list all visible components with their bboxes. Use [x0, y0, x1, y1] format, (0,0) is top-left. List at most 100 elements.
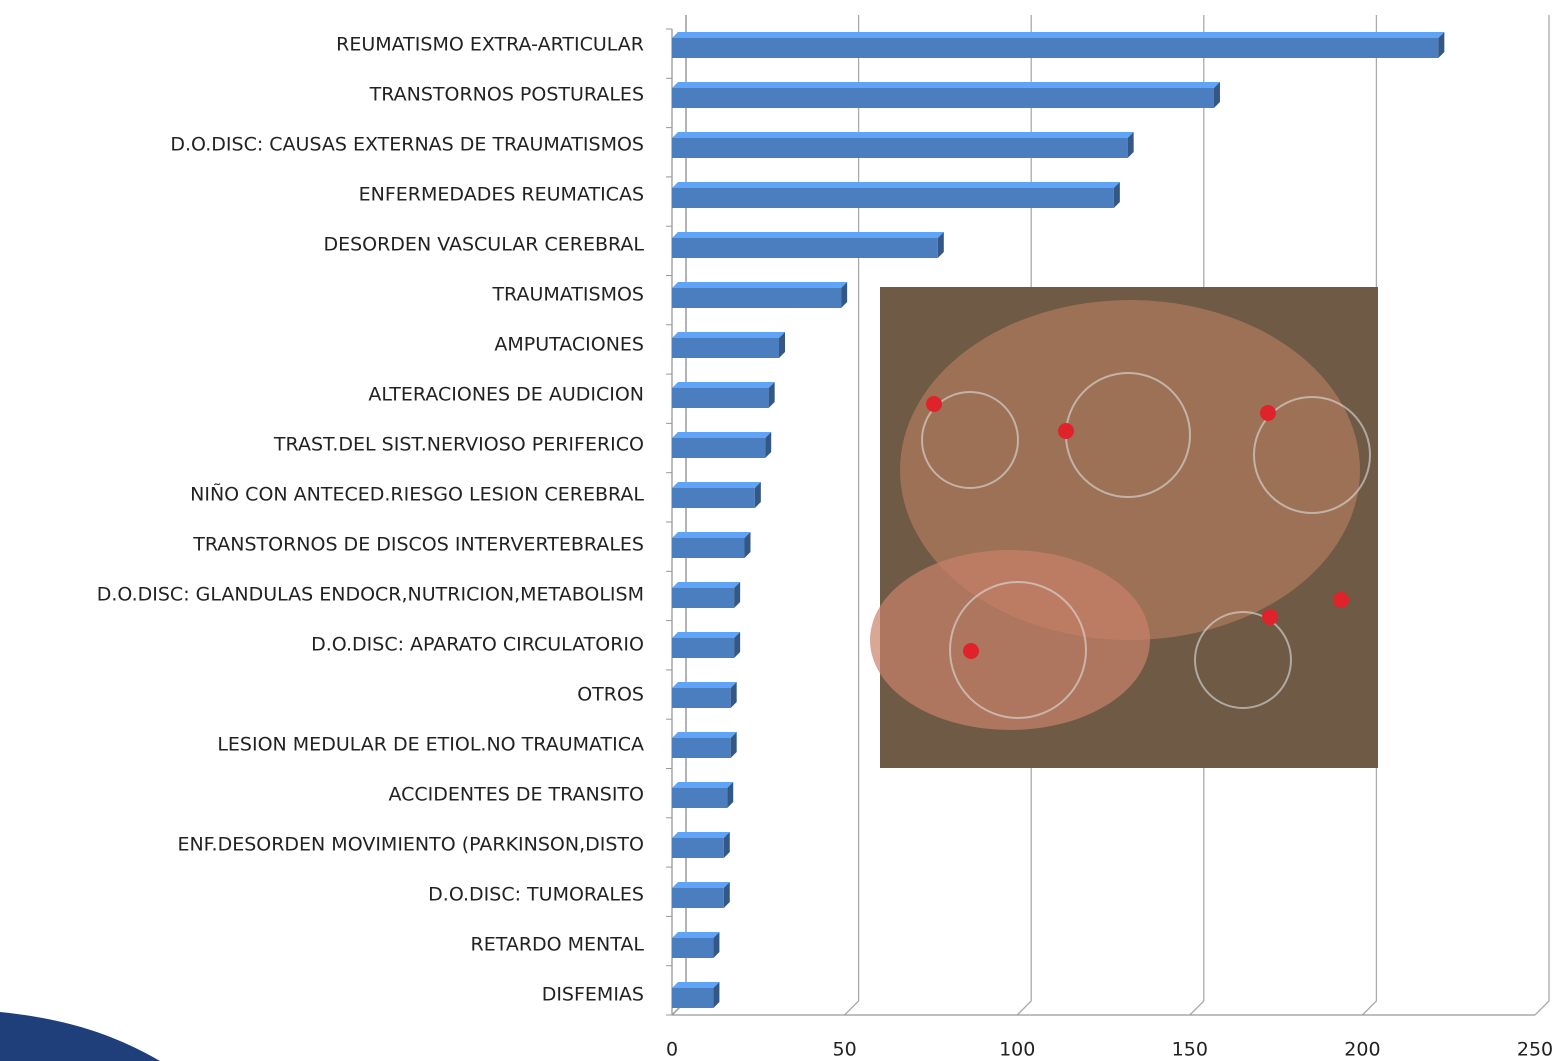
photo-dot — [1058, 423, 1074, 439]
bar-top — [672, 732, 737, 738]
y-tick-label: D.O.DISC: GLANDULAS ENDOCR,NUTRICION,MET… — [97, 584, 644, 606]
bar-top — [672, 332, 785, 338]
y-tick-label: D.O.DISC: APARATO CIRCULATORIO — [311, 634, 644, 656]
bar — [672, 482, 761, 508]
bar — [672, 682, 737, 708]
y-tick-label: OTROS — [577, 684, 644, 706]
grid-line — [845, 15, 859, 1015]
bar — [672, 882, 730, 908]
bar — [672, 132, 1134, 158]
bar — [672, 632, 740, 658]
y-tick-label: AMPUTACIONES — [494, 334, 644, 356]
bar-front — [672, 938, 713, 958]
bar-top — [672, 632, 740, 638]
bar-front — [672, 838, 724, 858]
y-tick-label: NIÑO CON ANTECED.RIESGO LESION CEREBRAL — [190, 483, 644, 506]
bar-top — [672, 382, 775, 388]
bar-front — [672, 488, 755, 508]
y-tick-label: RETARDO MENTAL — [471, 934, 645, 956]
bar-front — [672, 438, 765, 458]
bar — [672, 182, 1120, 208]
photo-dot — [1260, 405, 1276, 421]
bar-top — [672, 132, 1134, 138]
bar-top — [672, 932, 719, 938]
bar-front — [672, 788, 727, 808]
bar-front — [672, 538, 744, 558]
bar-top — [672, 582, 740, 588]
y-tick-label: ENF.DESORDEN MOVIMIENTO (PARKINSON,DISTO — [177, 834, 644, 856]
bar-top — [672, 832, 730, 838]
bar — [672, 232, 944, 258]
photo-dot — [926, 396, 942, 412]
bar-top — [672, 282, 847, 288]
bar-front — [672, 638, 734, 658]
x-tick-label: 50 — [833, 1039, 857, 1061]
y-tick-label: ALTERACIONES DE AUDICION — [368, 384, 644, 406]
bar-front — [672, 88, 1214, 108]
bar — [672, 532, 750, 558]
decor-swoosh — [0, 1012, 160, 1061]
bar-top — [672, 32, 1444, 38]
bar — [672, 832, 730, 858]
bar-front — [672, 388, 769, 408]
bar-top — [672, 682, 737, 688]
bar — [672, 782, 733, 808]
bar-front — [672, 38, 1438, 58]
bar-front — [672, 588, 734, 608]
bar-top — [672, 882, 730, 888]
bar — [672, 582, 740, 608]
x-tick-label: 100 — [999, 1039, 1035, 1061]
photo-figure — [870, 550, 1150, 730]
bar — [672, 382, 775, 408]
photo-dot — [1333, 592, 1349, 608]
x-tick-label: 250 — [1517, 1039, 1553, 1061]
y-tick-label: LESION MEDULAR DE ETIOL.NO TRAUMATICA — [217, 734, 644, 756]
bar-top — [672, 182, 1120, 188]
photo-dot — [1262, 609, 1278, 625]
bar-front — [672, 238, 938, 258]
y-tick-label: D.O.DISC: CAUSAS EXTERNAS DE TRAUMATISMO… — [170, 134, 644, 156]
x-tick-label: 200 — [1344, 1039, 1380, 1061]
bar — [672, 282, 847, 308]
y-tick-label: D.O.DISC: TUMORALES — [428, 884, 644, 906]
bar-front — [672, 288, 841, 308]
bar-top — [672, 782, 733, 788]
photo-dot — [963, 643, 979, 659]
bar-top — [672, 532, 750, 538]
bar-top — [672, 432, 771, 438]
bar — [672, 982, 719, 1008]
bar — [672, 732, 737, 758]
axis-line — [672, 15, 686, 1015]
y-tick-label: TRANSTORNOS POSTURALES — [369, 84, 644, 106]
bar — [672, 432, 771, 458]
grid-line — [1535, 15, 1549, 1015]
bar — [672, 332, 785, 358]
bar-top — [672, 982, 719, 988]
bar-top — [672, 82, 1220, 88]
y-tick-label: ACCIDENTES DE TRANSITO — [388, 784, 644, 806]
y-tick-label: TRANSTORNOS DE DISCOS INTERVERTEBRALES — [192, 534, 644, 556]
chart: 0 50 100 150 200 250 REUMATISMO EXTRA-ARTICULA… — [0, 0, 1566, 1061]
y-tick-label: DESORDEN VASCULAR CEREBRAL — [323, 234, 644, 256]
bar — [672, 32, 1444, 58]
bar-front — [672, 338, 779, 358]
bar — [672, 932, 719, 958]
bar-front — [672, 988, 713, 1008]
anatomy-photo — [870, 287, 1378, 768]
bar-front — [672, 738, 731, 758]
y-tick-label: TRAST.DEL SIST.NERVIOSO PERIFERICO — [273, 434, 644, 456]
bar-top — [672, 232, 944, 238]
bar-front — [672, 138, 1128, 158]
bar-top — [672, 482, 761, 488]
grid-line — [672, 15, 686, 1015]
bar-front — [672, 888, 724, 908]
y-tick-label: ENFERMEDADES REUMATICAS — [359, 184, 644, 206]
y-tick-label: TRAUMATISMOS — [491, 284, 644, 306]
x-tick-label: 0 — [666, 1039, 678, 1061]
x-tick-label: 150 — [1172, 1039, 1208, 1061]
y-tick-label: REUMATISMO EXTRA-ARTICULAR — [336, 34, 644, 56]
y-tick-label: DISFEMIAS — [542, 984, 644, 1006]
bar — [672, 82, 1220, 108]
bar-front — [672, 188, 1114, 208]
bar-front — [672, 688, 731, 708]
